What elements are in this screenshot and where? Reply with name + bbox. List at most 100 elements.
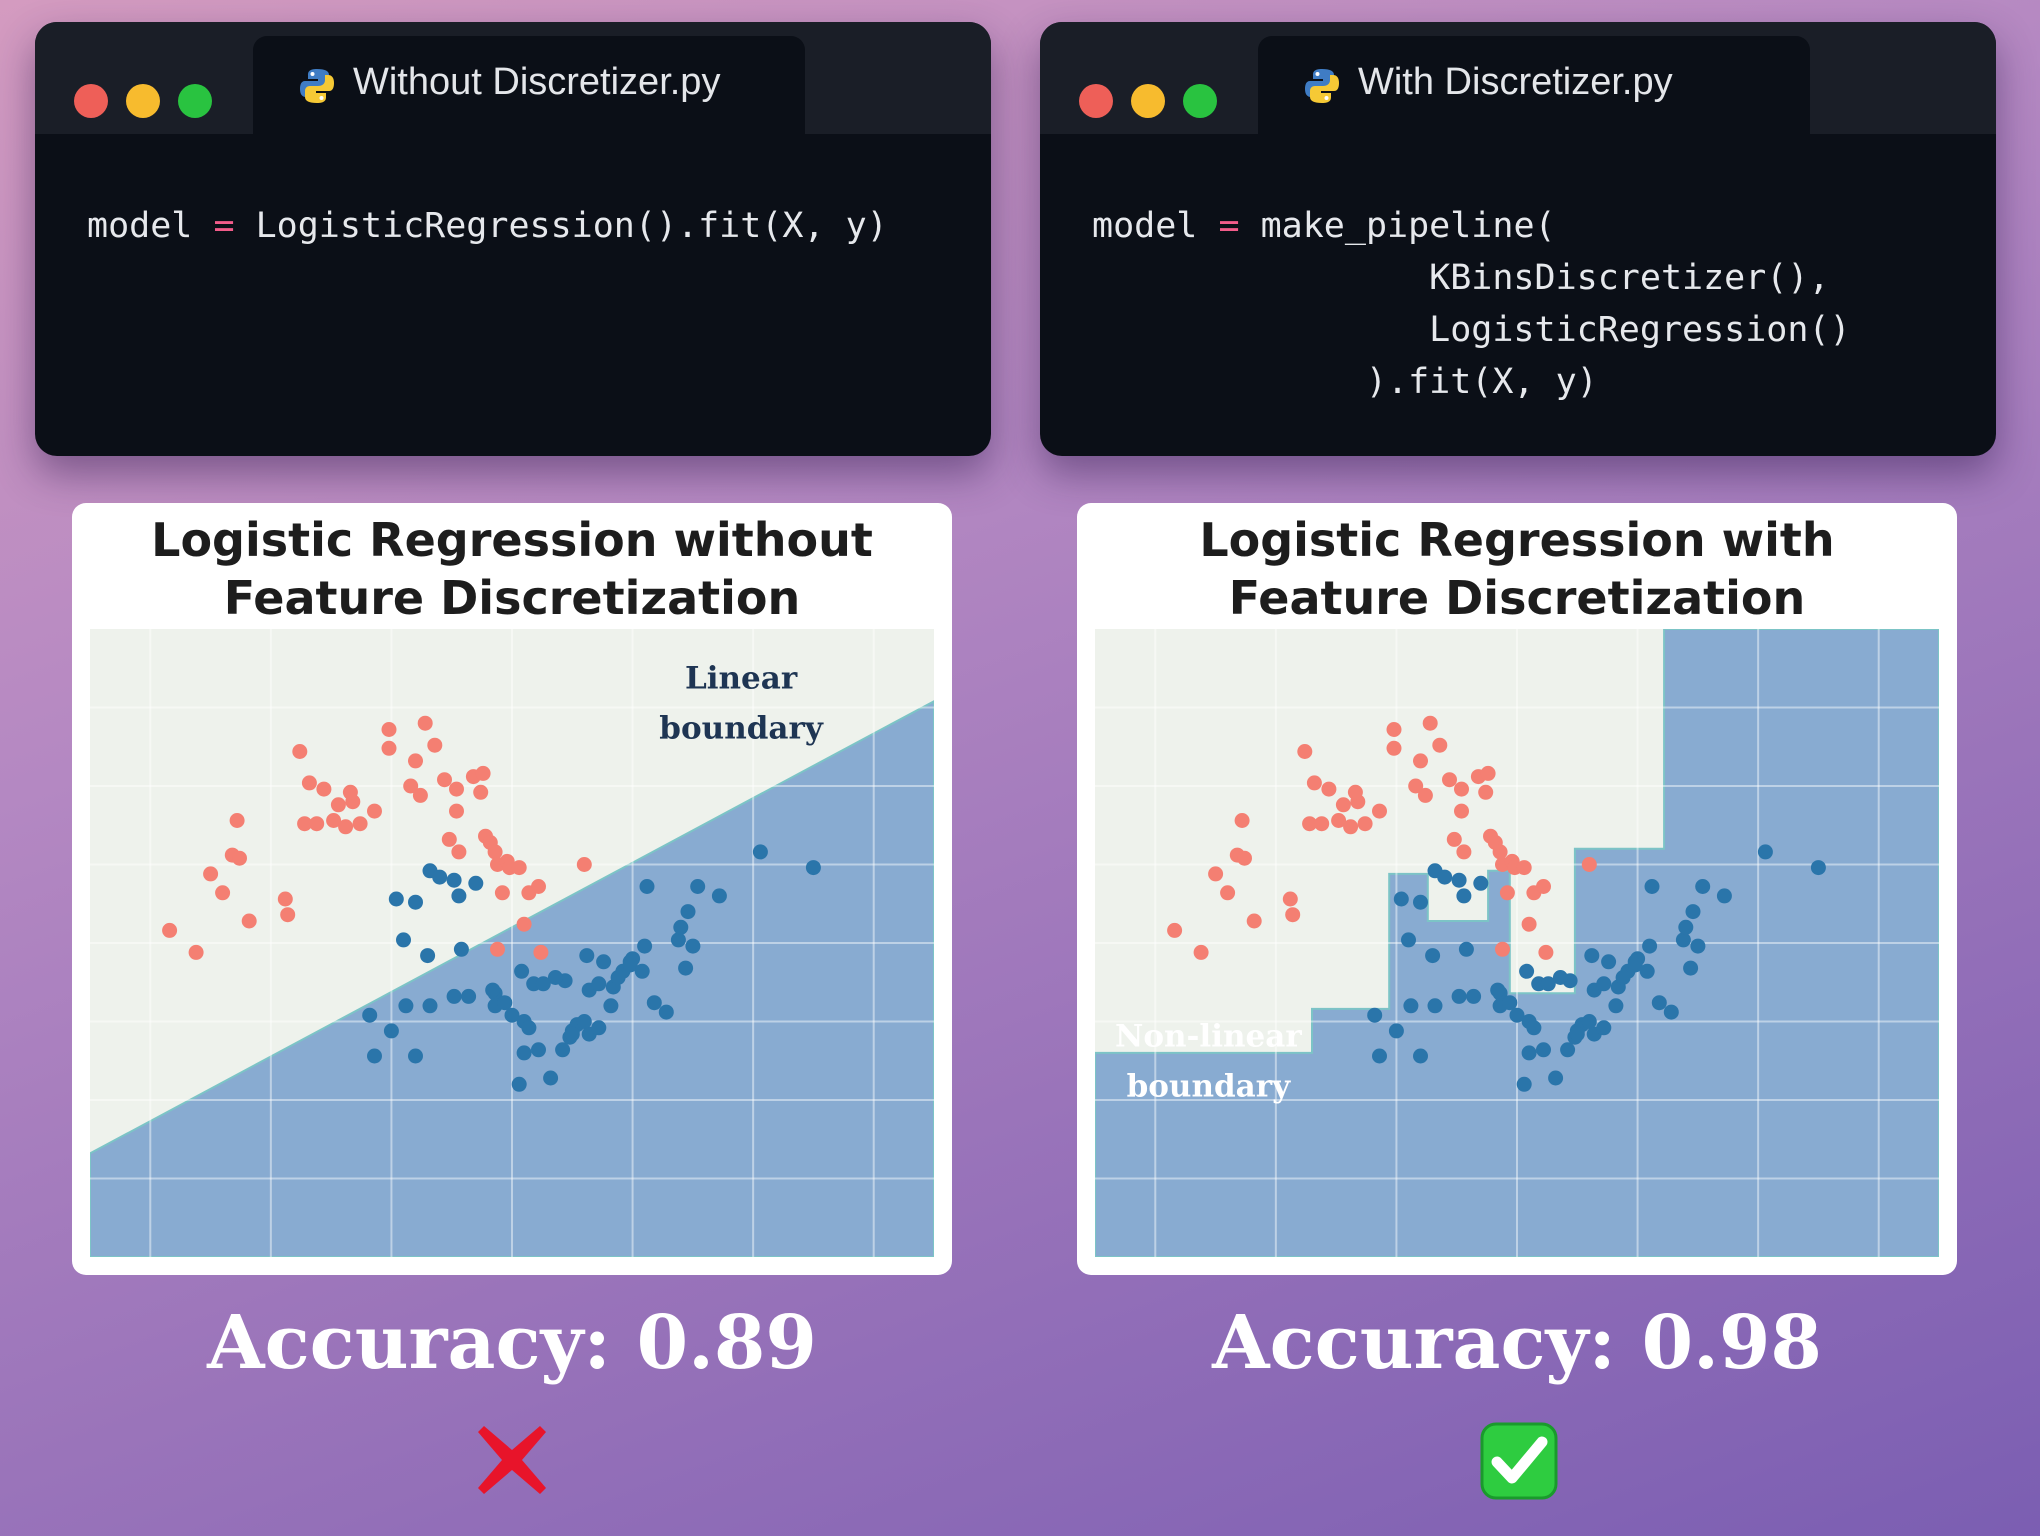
class-0-point <box>352 816 368 832</box>
minimize-window-button[interactable] <box>126 84 160 118</box>
class-0-point <box>1285 907 1301 923</box>
check-mark-icon <box>1480 1422 1558 1500</box>
class-0-point <box>367 803 382 819</box>
class-0-point <box>229 813 245 828</box>
class-0-point <box>576 857 592 872</box>
class-0-point <box>301 775 317 791</box>
class-1-point <box>1427 998 1443 1014</box>
file-tab[interactable]: Without Discretizer.py <box>253 36 805 134</box>
class-0-point <box>1422 715 1438 731</box>
class-0-point <box>451 844 467 860</box>
code-text: model <box>1092 206 1219 246</box>
class-1-point <box>1521 1045 1537 1061</box>
class-0-point <box>381 740 397 756</box>
class-0-point <box>1478 784 1494 800</box>
code-window-without: Without Discretizer.py model = LogisticR… <box>35 22 991 456</box>
class-0-point <box>1237 850 1252 866</box>
class-0-point <box>1386 722 1402 737</box>
chart-title-line: Logistic Regression with <box>1199 513 1835 567</box>
code-line: KBinsDiscretizer(), <box>1092 258 1830 298</box>
class-0-point <box>1331 813 1347 828</box>
class-1-point <box>634 963 650 979</box>
class-1-point <box>1608 998 1624 1014</box>
class-1-point <box>637 938 653 954</box>
code-block: model = make_pipeline( KBinsDiscretizer(… <box>1092 200 1851 408</box>
class-0-point <box>326 813 342 828</box>
class-0-point <box>297 816 313 832</box>
class-1-point <box>639 879 655 894</box>
class-0-point <box>1581 857 1597 872</box>
class-1-point <box>752 844 768 860</box>
class-1-point <box>1552 970 1568 985</box>
code-line: model = LogisticRegression().fit(X, y) <box>87 206 888 246</box>
class-1-point <box>1560 1042 1576 1058</box>
maximize-window-button[interactable] <box>1183 84 1217 118</box>
class-1-point <box>670 932 686 948</box>
class-0-point <box>1282 891 1298 907</box>
class-0-point <box>511 860 527 876</box>
class-0-point <box>1492 844 1508 860</box>
class-1-point <box>1642 938 1658 954</box>
class-0-point <box>427 737 443 753</box>
class-0-point <box>1193 944 1209 960</box>
class-1-point <box>1516 1076 1532 1092</box>
class-1-point <box>1695 879 1711 894</box>
class-1-point <box>521 1020 537 1036</box>
class-0-point <box>1302 816 1318 832</box>
class-1-point <box>396 932 411 948</box>
close-window-button[interactable] <box>74 84 108 118</box>
boundary-annotation: boundary <box>659 711 824 747</box>
maximize-window-button[interactable] <box>178 84 212 118</box>
minimize-window-button[interactable] <box>1131 84 1165 118</box>
class-1-point <box>564 1026 580 1042</box>
code-text: LogisticRegression() <box>1092 310 1851 350</box>
class-0-point <box>487 844 503 860</box>
code-text: KBinsDiscretizer(), <box>1092 258 1830 298</box>
class-0-point <box>1314 816 1330 832</box>
class-1-point <box>1372 1048 1387 1064</box>
class-1-point <box>1388 1023 1404 1039</box>
class-1-point <box>576 1014 592 1029</box>
class-0-point <box>1335 797 1351 813</box>
class-1-point <box>1596 976 1612 992</box>
class-1-point <box>1683 960 1699 976</box>
class-0-point <box>1413 753 1428 769</box>
class-1-point <box>1466 988 1482 1004</box>
class-0-point <box>203 866 219 882</box>
class-1-point <box>610 970 626 985</box>
class-1-point <box>408 894 423 910</box>
class-1-point <box>422 998 438 1014</box>
class-0-point <box>1417 787 1433 803</box>
class-0-point <box>1343 819 1359 835</box>
class-1-point <box>451 888 467 904</box>
class-1-point <box>673 919 689 935</box>
class-0-point <box>1297 744 1313 759</box>
class-1-point <box>432 869 448 885</box>
code-operator: = <box>213 206 235 246</box>
class-0-point <box>1442 772 1457 788</box>
class-1-point <box>1615 970 1631 985</box>
class-1-point <box>1644 879 1660 894</box>
class-0-point <box>330 797 346 813</box>
class-1-point <box>1581 1014 1597 1029</box>
class-0-point <box>449 781 464 797</box>
class-1-point <box>1627 957 1643 973</box>
class-0-point <box>1372 803 1387 819</box>
class-1-point <box>622 957 638 973</box>
code-operator: = <box>1218 206 1240 246</box>
class-0-point <box>1167 922 1183 938</box>
code-text: make_pipeline( <box>1239 206 1556 246</box>
plot-panel-with: Logistic Regression with Feature Discret… <box>1077 503 1957 1275</box>
class-1-point <box>646 995 662 1011</box>
class-0-point <box>475 765 491 781</box>
class-0-point <box>473 784 489 800</box>
class-1-point <box>1458 941 1474 957</box>
class-1-point <box>1519 963 1535 979</box>
close-window-button[interactable] <box>1079 84 1113 118</box>
file-tab[interactable]: With Discretizer.py <box>1258 36 1810 134</box>
python-icon <box>300 69 334 103</box>
code-line: LogisticRegression() <box>1092 310 1851 350</box>
class-1-point <box>1548 1070 1564 1086</box>
class-1-point <box>591 976 607 992</box>
class-1-point <box>1437 869 1453 885</box>
